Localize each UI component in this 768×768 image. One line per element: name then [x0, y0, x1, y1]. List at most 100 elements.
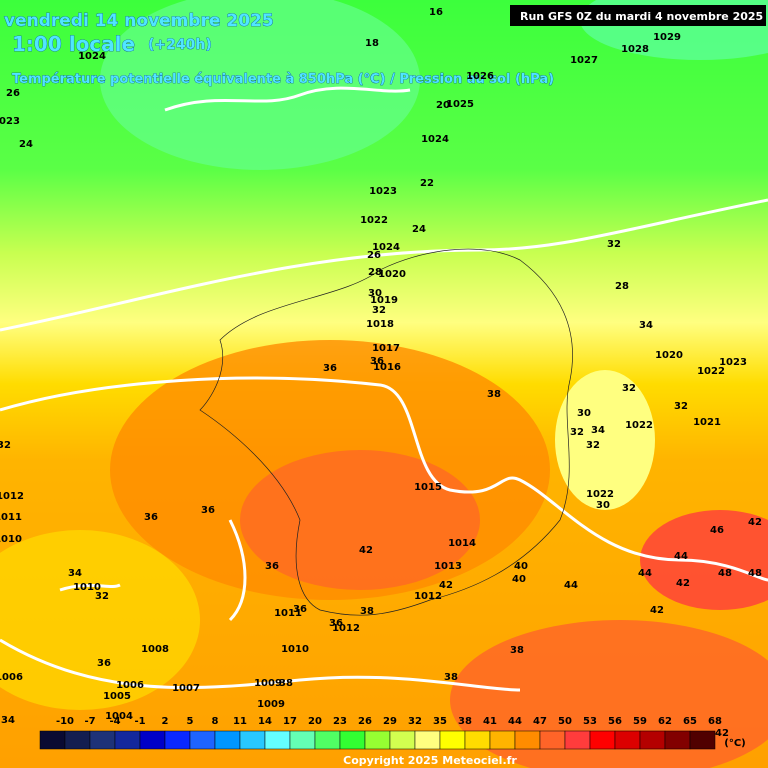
map-label: 1020 [378, 269, 406, 280]
colorbar-label: 17 [283, 716, 297, 727]
map-label: 1013 [434, 561, 462, 572]
map-label: 1025 [446, 99, 474, 110]
map-label: 28 [615, 281, 629, 292]
colorbar-cell [664, 730, 691, 750]
colorbar-cell [64, 730, 91, 750]
map-label: 36 [265, 561, 279, 572]
map-label: 42 [439, 580, 453, 591]
colorbar-label: 29 [383, 716, 397, 727]
colorbar-cell [389, 730, 416, 750]
map-label: 1010 [0, 534, 22, 545]
colorbar-cell [639, 730, 666, 750]
colorbar-label: 44 [508, 716, 522, 727]
map-label: 32 [607, 239, 621, 250]
map-label: 44 [674, 551, 688, 562]
map-label: 24 [412, 224, 426, 235]
colorbar-cell [239, 730, 266, 750]
colorbar-cell [164, 730, 191, 750]
map-label: 32 [622, 383, 636, 394]
map-label: 1022 [625, 420, 653, 431]
colorbar-label: 50 [558, 716, 572, 727]
map-label: 30 [596, 500, 610, 511]
map-label: 1015 [414, 482, 442, 493]
map-label: 34 [591, 425, 605, 436]
map-label: 38 [487, 389, 501, 400]
map-label: 1022 [697, 366, 725, 377]
map-label: 1023 [719, 357, 747, 368]
map-label: 1010 [73, 582, 101, 593]
colorbar: -10 -7 -4 -1 2 5 8 11 14 17 20 23 26 29 32 35 38 41 44 47 50… [39, 716, 746, 750]
copyright: Copyright 2025 Meteociel.fr [343, 754, 517, 767]
colorbar-label: 65 [683, 716, 697, 727]
map-label: 44 [638, 568, 652, 579]
map-label: 1023 [0, 116, 20, 127]
colorbar-label: 68 [708, 716, 722, 727]
map-label: 48 [718, 568, 732, 579]
colorbar-label: 23 [333, 716, 347, 727]
colorbar-cell [139, 730, 166, 750]
map-label: 36 [323, 363, 337, 374]
map-label: 42 [676, 578, 690, 589]
map-label: 46 [710, 525, 724, 536]
map-label: 1019 [370, 295, 398, 306]
colorbar-label: 56 [608, 716, 622, 727]
colorbar-cell [364, 730, 391, 750]
map-label: 32 [586, 440, 600, 451]
map-label: 1017 [372, 343, 400, 354]
map-label: 38 [360, 606, 374, 617]
map-label: 36 [97, 658, 111, 669]
colorbar-cell [614, 730, 641, 750]
colorbar-label: -10 [56, 716, 74, 727]
colorbar-label: 11 [233, 716, 247, 727]
colorbar-label: 47 [533, 716, 547, 727]
colorbar-cell [514, 730, 541, 750]
run-box [510, 5, 766, 26]
map-label: 1022 [586, 489, 614, 500]
colorbar-label: 32 [408, 716, 422, 727]
colorbar-cell [564, 730, 591, 750]
colorbar-label: 20 [308, 716, 322, 727]
colorbar-label: 38 [458, 716, 472, 727]
colorbar-cell [489, 730, 516, 750]
colorbar-cell [589, 730, 616, 750]
map-label: 1021 [693, 417, 721, 428]
run: Run GFS 0Z du mardi 4 novembre 2025 [520, 10, 763, 23]
map-label: 42 [650, 605, 664, 616]
map-label: 1024 [372, 242, 400, 253]
colorbar-cell [214, 730, 241, 750]
map-label: 38 [510, 645, 524, 656]
map-label: 32 [0, 440, 11, 451]
map-label: 32 [674, 401, 688, 412]
map-label: 1006 [116, 680, 144, 691]
colorbar-cell [314, 730, 341, 750]
colorbar-cell [339, 730, 366, 750]
map-label: 16 [429, 7, 443, 18]
colorbar-cell [689, 730, 716, 750]
map-label: 1016 [373, 362, 401, 373]
map-label: 1011 [0, 512, 22, 523]
colorbar-label: 53 [583, 716, 597, 727]
colorbar-label: 5 [187, 716, 194, 727]
map-label: 32 [372, 305, 386, 316]
map-label: 1005 [103, 691, 131, 702]
colorbar-cell [414, 730, 441, 750]
colorbar-label: -7 [84, 716, 95, 727]
map-label: 30 [577, 408, 591, 419]
colorbar-cell [289, 730, 316, 750]
map-label: 18 [365, 38, 379, 49]
map-label: 1010 [281, 644, 309, 655]
map-label: 1029 [653, 32, 681, 43]
subtitle: Température potentielle équivalente à 85… [12, 72, 554, 87]
map-label: 1028 [621, 44, 649, 55]
map-label: 1004 [105, 711, 133, 722]
colorbar-label: -4 [109, 716, 120, 727]
map-label: 20 [436, 100, 450, 111]
colorbar-cell [89, 730, 116, 750]
map-label: 24 [19, 139, 33, 150]
map-label: 36 [370, 356, 384, 367]
map-label: 36 [293, 604, 307, 615]
map-label: 1024 [78, 51, 106, 62]
map-label: 42 [715, 728, 729, 739]
colorbar-cell [464, 730, 491, 750]
